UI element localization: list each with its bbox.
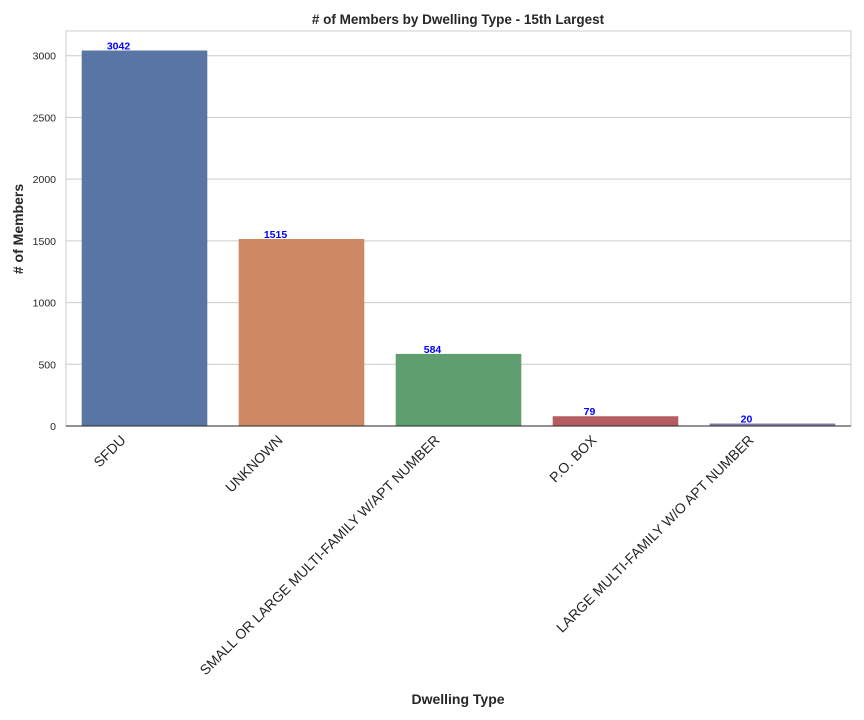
y-tick-label: 3000	[33, 51, 57, 63]
bars	[81, 50, 836, 427]
data-label: 3042	[107, 41, 131, 53]
chart-title: # of Members by Dwelling Type - 15th Lar…	[312, 12, 605, 27]
y-tick-label: 500	[38, 359, 56, 371]
data-label: 20	[741, 414, 753, 426]
y-tick-label: 1500	[33, 236, 57, 248]
data-label: 1515	[264, 229, 288, 241]
y-tick-label: 2000	[33, 174, 57, 186]
bar	[395, 353, 522, 426]
data-label: 79	[584, 406, 596, 418]
x-tick-label: P.O. BOX	[546, 431, 600, 485]
y-tick-labels: 0 500 1000 1500 2000 2500 3000	[33, 51, 57, 433]
y-axis-title: # of Members	[10, 184, 26, 274]
x-tick-label: UNKNOWN	[222, 432, 286, 496]
data-label: 584	[424, 344, 442, 356]
bar	[552, 416, 679, 426]
x-axis-title: Dwelling Type	[411, 691, 504, 707]
bar	[709, 423, 836, 426]
x-tick-label: SMALL OR LARGE MULTI-FAMILY W/APT NUMBER	[196, 432, 442, 678]
bar	[81, 50, 208, 427]
data-labels: 3042 1515 584 79 20	[107, 41, 753, 426]
x-tick-label: LARGE MULTI-FAMILY W/O APT NUMBER	[553, 432, 757, 636]
y-tick-label: 0	[50, 421, 56, 433]
x-tick-label: SFDU	[90, 432, 128, 470]
bar	[238, 238, 365, 426]
y-tick-label: 2500	[33, 112, 57, 124]
y-tick-label: 1000	[33, 298, 57, 310]
